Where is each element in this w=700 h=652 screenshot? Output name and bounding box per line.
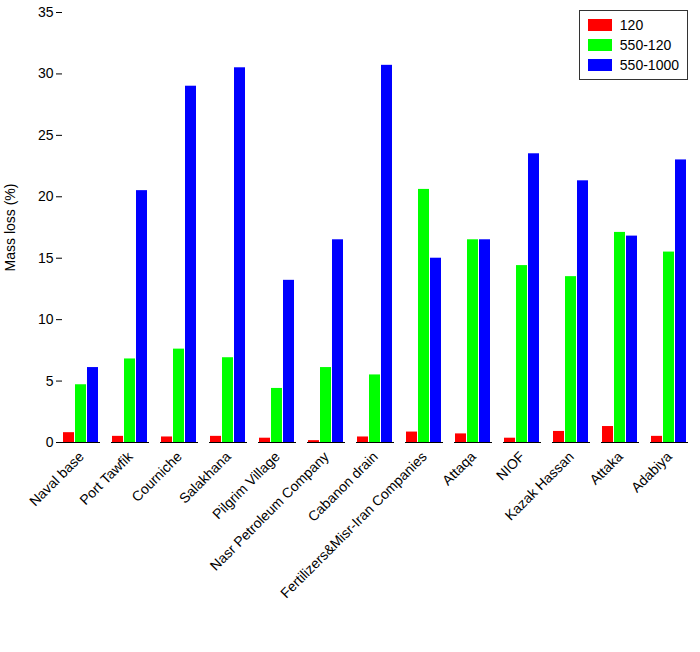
svg-text:NIOF: NIOF (493, 448, 528, 483)
html-text:120: 120 (619, 17, 644, 33)
svg-text:Cabanon drain: Cabanon drain (304, 448, 381, 525)
svg-text:35: 35 (38, 4, 54, 20)
svg-text:Fertilizers&Misr-Iran Companie: Fertilizers&Misr-Iran Companies (277, 448, 430, 601)
html-text:550-1000: 550-1000 (619, 57, 679, 73)
svg-text:Nasr Petroleum Company: Nasr Petroleum Company (206, 448, 332, 574)
svg-text:Mass loss (%): Mass loss (%) (2, 184, 18, 272)
svg-text:Attaka: Attaka (586, 448, 626, 488)
svg-text:Courniche: Courniche (128, 448, 185, 505)
html-text:550-120: 550-120 (619, 37, 672, 53)
svg-text:5: 5 (46, 373, 54, 389)
svg-text:Attaqa: Attaqa (439, 448, 479, 488)
svg-text:Pilgrim Village: Pilgrim Village (208, 448, 283, 523)
svg-text:Port Tawfik: Port Tawfik (76, 448, 136, 508)
svg-text:30: 30 (38, 65, 54, 81)
svg-text:15: 15 (38, 250, 54, 266)
svg-text:20: 20 (38, 188, 54, 204)
svg-text:Naval base: Naval base (26, 448, 87, 509)
svg-text:Kazak Hassan: Kazak Hassan (502, 448, 577, 523)
svg-text:10: 10 (38, 311, 54, 327)
svg-text:25: 25 (38, 127, 54, 143)
svg-text:Adabiya: Adabiya (628, 448, 675, 495)
svg-text:Salakhana: Salakhana (175, 448, 234, 507)
svg-text:0: 0 (46, 434, 54, 450)
